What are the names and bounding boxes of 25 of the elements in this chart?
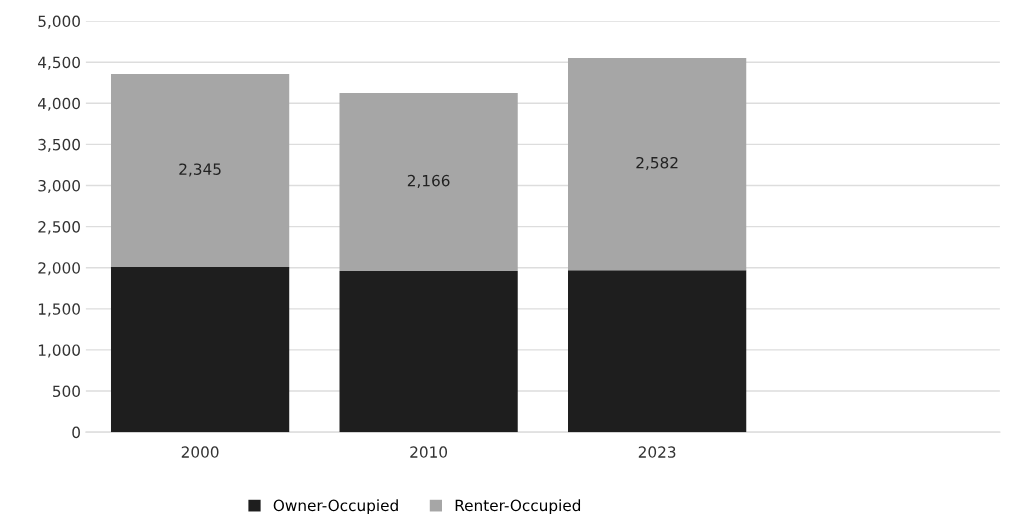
y-tick-label: 2,500 xyxy=(38,221,80,235)
y-tick-label: 1,000 xyxy=(38,344,80,358)
bar xyxy=(339,271,518,433)
legend-label: Renter-Occupied xyxy=(455,499,581,515)
bar xyxy=(110,74,290,267)
y-tick-label: 1,500 xyxy=(38,303,80,317)
x-tick-label: 2023 xyxy=(638,446,676,458)
bar xyxy=(110,266,290,433)
y-tick-label: 2,000 xyxy=(38,262,80,276)
y-tick-label: 5,000 xyxy=(38,15,80,29)
bar xyxy=(568,270,747,433)
x-tick-label: 2010 xyxy=(410,446,448,458)
x-tick-label: 2000 xyxy=(181,446,219,458)
y-tick-label: 4,500 xyxy=(38,56,80,70)
y-tick-label: 3,500 xyxy=(38,138,80,152)
y-tick-label: 3,000 xyxy=(38,179,80,194)
legend-label: Owner-Occupied xyxy=(273,499,398,515)
y-tick-label: 4,000 xyxy=(38,97,80,111)
data-label: 2,166 xyxy=(407,174,450,188)
data-label: 2,582 xyxy=(636,156,678,171)
data-label: 2,345 xyxy=(179,163,221,177)
y-tick-label: 500 xyxy=(53,385,80,398)
bar xyxy=(339,92,518,271)
bar xyxy=(568,57,747,271)
y-tick-label: 0 xyxy=(72,426,80,439)
